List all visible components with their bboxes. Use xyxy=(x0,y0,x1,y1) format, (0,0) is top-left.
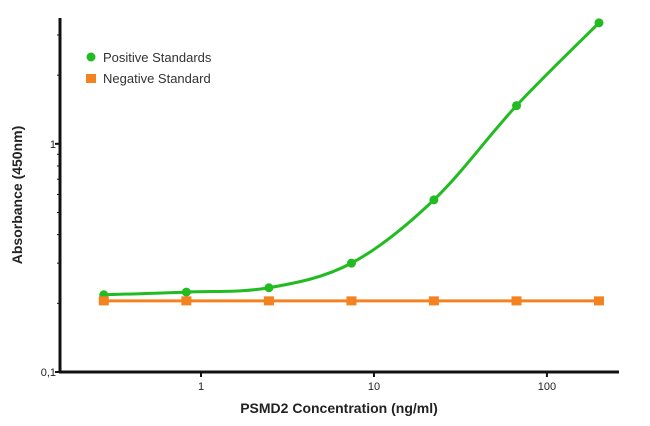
y-tick-label: 0,1 xyxy=(41,367,56,379)
data-point-positive xyxy=(429,195,439,205)
legend-marker-positive xyxy=(86,52,96,62)
axes xyxy=(58,18,619,374)
data-point-positive xyxy=(346,258,356,268)
data-point-positive xyxy=(594,18,604,28)
y-axis-label: Absorbance (450nm) xyxy=(9,126,25,264)
data-point-positive xyxy=(181,287,191,297)
x-tick-label: 10 xyxy=(368,381,380,393)
data-point-negative xyxy=(346,296,357,306)
y-tick-label: 1 xyxy=(50,139,56,151)
data-point-negative xyxy=(181,296,192,306)
data-point-negative xyxy=(428,296,439,306)
data-point-negative xyxy=(594,296,605,306)
plot-area xyxy=(98,18,605,306)
legend-label-negative: Negative Standard xyxy=(103,71,211,86)
x-axis-label: PSMD2 Concentration (ng/ml) xyxy=(240,400,438,416)
data-point-positive xyxy=(264,283,274,293)
legend-marker-negative xyxy=(86,74,96,83)
data-point-negative xyxy=(511,296,522,306)
legend-label-positive: Positive Standards xyxy=(103,50,212,65)
x-tick-label: 100 xyxy=(538,381,556,393)
data-point-positive xyxy=(512,101,522,111)
x-tick-label: 1 xyxy=(198,381,204,393)
data-point-negative xyxy=(263,296,274,306)
legend: Positive Standards Negative Standard xyxy=(86,50,212,86)
data-point-negative xyxy=(98,296,109,306)
